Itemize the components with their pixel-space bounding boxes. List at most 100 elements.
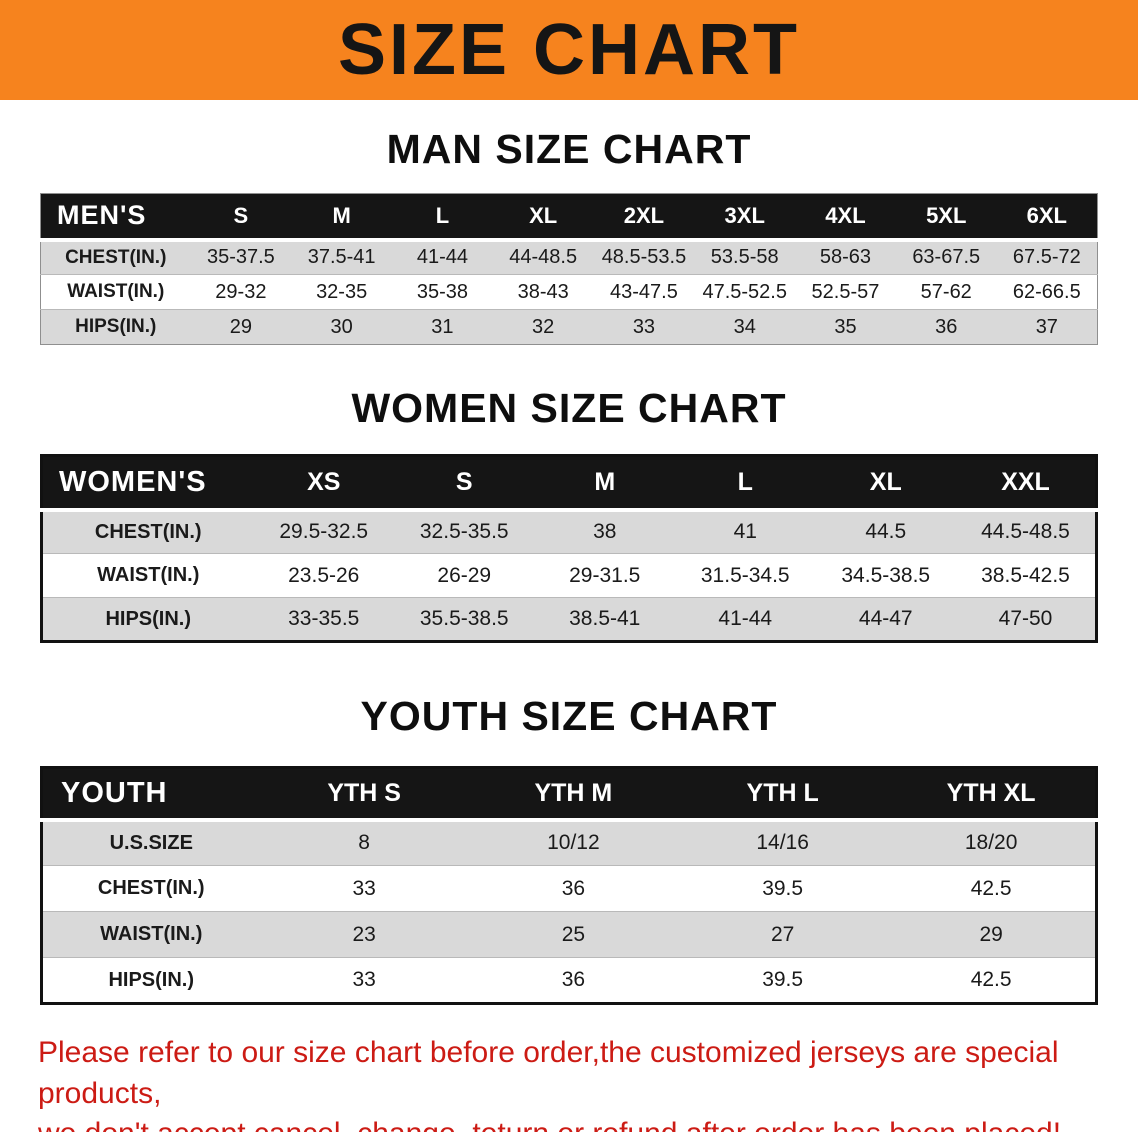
youth-size-table: YOUTH YTH S YTH M YTH L YTH XL U.S.SIZE 8 10/12… bbox=[40, 766, 1098, 1005]
row-label: CHEST(IN.) bbox=[97, 877, 205, 899]
table-cell: 53.5-58 bbox=[710, 246, 779, 269]
table-cell: 29-31.5 bbox=[569, 563, 641, 587]
page-title: SIZE CHART bbox=[338, 10, 800, 90]
man-size-chart-title: MAN SIZE CHART bbox=[386, 126, 752, 172]
column-header: 4XL bbox=[795, 193, 896, 242]
table-label-header: MEN'S bbox=[40, 193, 191, 242]
notice-line-1: Please refer to our size chart before or… bbox=[38, 1036, 1059, 1110]
table-cell: 36 bbox=[561, 876, 586, 900]
table-cell: 37.5-41 bbox=[307, 246, 376, 269]
row-label: U.S.SIZE bbox=[109, 831, 193, 854]
banner: SIZE CHART bbox=[0, 0, 1138, 100]
table-cell: 33-35.5 bbox=[288, 607, 360, 630]
column-header: 6XL bbox=[996, 193, 1098, 242]
table-header-row: MEN'S S M L XL 2XL 3XL 4XL 5XL 6XL bbox=[40, 193, 1098, 242]
table-cell: 33 bbox=[632, 315, 656, 338]
table-row: CHEST(IN.) 35-37.5 37.5-41 41-44 44-48.5 48.5… bbox=[40, 239, 1098, 275]
table-cell: 33 bbox=[352, 968, 376, 991]
table-label-header: YOUTH bbox=[41, 767, 260, 822]
row-label: CHEST(IN.) bbox=[65, 246, 167, 268]
table-cell: 58-63 bbox=[819, 246, 872, 269]
table-cell: 48.5-53.5 bbox=[601, 246, 687, 269]
column-header: 2XL bbox=[593, 193, 695, 242]
row-label: WAIST(IN.) bbox=[97, 564, 200, 586]
column-header: M bbox=[291, 193, 393, 242]
row-label: HIPS(IN.) bbox=[75, 316, 157, 337]
table-cell: 14/16 bbox=[756, 831, 809, 855]
table-row: CHEST(IN.) 33 36 39.5 42.5 bbox=[41, 865, 1097, 912]
table-cell: 41-44 bbox=[718, 607, 773, 630]
man-size-chart-section: MAN SIZE CHART MEN'S S M L XL 2XL 3XL 4XL 5XL 6XL… bbox=[0, 126, 1138, 345]
table-cell: 32 bbox=[532, 315, 555, 338]
column-header: XL bbox=[815, 455, 956, 512]
column-header: M bbox=[534, 455, 675, 512]
table-cell: 37 bbox=[1035, 315, 1058, 338]
table-cell: 39.5 bbox=[762, 876, 804, 900]
table-cell: 57-62 bbox=[920, 280, 972, 303]
column-header: 3XL bbox=[694, 193, 796, 242]
column-header: YTH S bbox=[259, 767, 469, 822]
table-cell: 8 bbox=[358, 831, 370, 855]
row-label: HIPS(IN.) bbox=[108, 968, 195, 991]
men-size-table: MEN'S S M L XL 2XL 3XL 4XL 5XL 6XL CHEST(IN.) 35-37… bbox=[40, 193, 1098, 345]
table-cell: 41-44 bbox=[416, 246, 468, 269]
table-cell: 38-43 bbox=[517, 280, 569, 303]
table-cell: 41 bbox=[733, 520, 757, 544]
table-cell: 39.5 bbox=[762, 968, 804, 991]
table-row: HIPS(IN.) 29 30 31 32 33 34 35 36 37 bbox=[40, 309, 1098, 345]
table-cell: 43-47.5 bbox=[610, 280, 678, 303]
column-header: YTH L bbox=[678, 767, 888, 822]
table-cell: 34 bbox=[733, 315, 756, 338]
table-cell: 47-50 bbox=[998, 607, 1053, 630]
table-cell: 23.5-26 bbox=[288, 563, 360, 587]
row-label: HIPS(IN.) bbox=[105, 607, 192, 630]
table-row: WAIST(IN.) 23 25 27 29 bbox=[41, 911, 1097, 958]
women-size-table: WOMEN'S XS S M L XL XXL CHEST(IN.) 29.5-32.5 32.5… bbox=[40, 454, 1098, 643]
table-cell: 44-48.5 bbox=[509, 246, 578, 269]
women-size-chart-title: WOMEN SIZE CHART bbox=[351, 385, 787, 431]
table-cell: 35.5-38.5 bbox=[419, 607, 509, 630]
table-cell: 35-37.5 bbox=[206, 246, 275, 269]
table-cell: 25 bbox=[561, 922, 586, 946]
column-header: XL bbox=[492, 193, 594, 242]
table-row: WAIST(IN.) 23.5-26 26-29 29-31.5 31.5-34.5 34… bbox=[41, 553, 1097, 598]
table-cell: 34.5-38.5 bbox=[841, 563, 931, 587]
row-label: WAIST(IN.) bbox=[100, 923, 203, 945]
column-header: XXL bbox=[956, 455, 1097, 512]
table-cell: 29.5-32.5 bbox=[279, 520, 369, 544]
table-cell: 38.5-41 bbox=[569, 607, 641, 630]
table-cell: 29 bbox=[229, 315, 252, 338]
table-cell: 47.5-52.5 bbox=[702, 280, 787, 303]
column-header: S bbox=[394, 455, 535, 512]
table-cell: 32.5-35.5 bbox=[419, 520, 509, 544]
table-cell: 35-38 bbox=[416, 280, 468, 303]
column-header: L bbox=[392, 193, 493, 242]
youth-size-chart-title: YOUTH SIZE CHART bbox=[360, 693, 778, 739]
row-label: CHEST(IN.) bbox=[94, 520, 202, 543]
table-cell: 18/20 bbox=[964, 831, 1018, 855]
row-label: WAIST(IN.) bbox=[67, 281, 165, 302]
table-cell: 32-35 bbox=[316, 280, 368, 303]
table-cell: 33 bbox=[352, 876, 376, 900]
table-cell: 67.5-72 bbox=[1012, 246, 1081, 269]
table-cell: 35 bbox=[834, 315, 857, 338]
table-header-row: WOMEN'S XS S M L XL XXL bbox=[41, 455, 1097, 512]
table-cell: 27 bbox=[770, 922, 795, 946]
table-cell: 31 bbox=[431, 315, 454, 338]
table-cell: 44.5-48.5 bbox=[981, 520, 1070, 544]
footer-notice: Please refer to our size chart before or… bbox=[38, 1033, 1108, 1132]
table-cell: 38.5-42.5 bbox=[981, 563, 1070, 587]
table-cell: 42.5 bbox=[970, 876, 1012, 900]
notice-line-2: we don't accept cancel, change, teturn o… bbox=[38, 1114, 1108, 1132]
column-header: YTH M bbox=[468, 767, 678, 822]
table-cell: 29 bbox=[979, 922, 1003, 946]
youth-size-chart-section: YOUTH SIZE CHART YOUTH YTH S YTH M YTH L YTH… bbox=[0, 693, 1138, 1005]
table-row: U.S.SIZE 8 10/12 14/16 18/20 bbox=[41, 819, 1097, 866]
table-label-header: WOMEN'S bbox=[41, 455, 254, 512]
table-cell: 38 bbox=[593, 520, 617, 544]
table-cell: 26-29 bbox=[437, 563, 492, 587]
table-cell: 44-47 bbox=[858, 607, 913, 630]
table-row: HIPS(IN.) 33-35.5 35.5-38.5 38.5-41 41-44 44-… bbox=[41, 597, 1097, 642]
table-cell: 30 bbox=[330, 315, 353, 338]
